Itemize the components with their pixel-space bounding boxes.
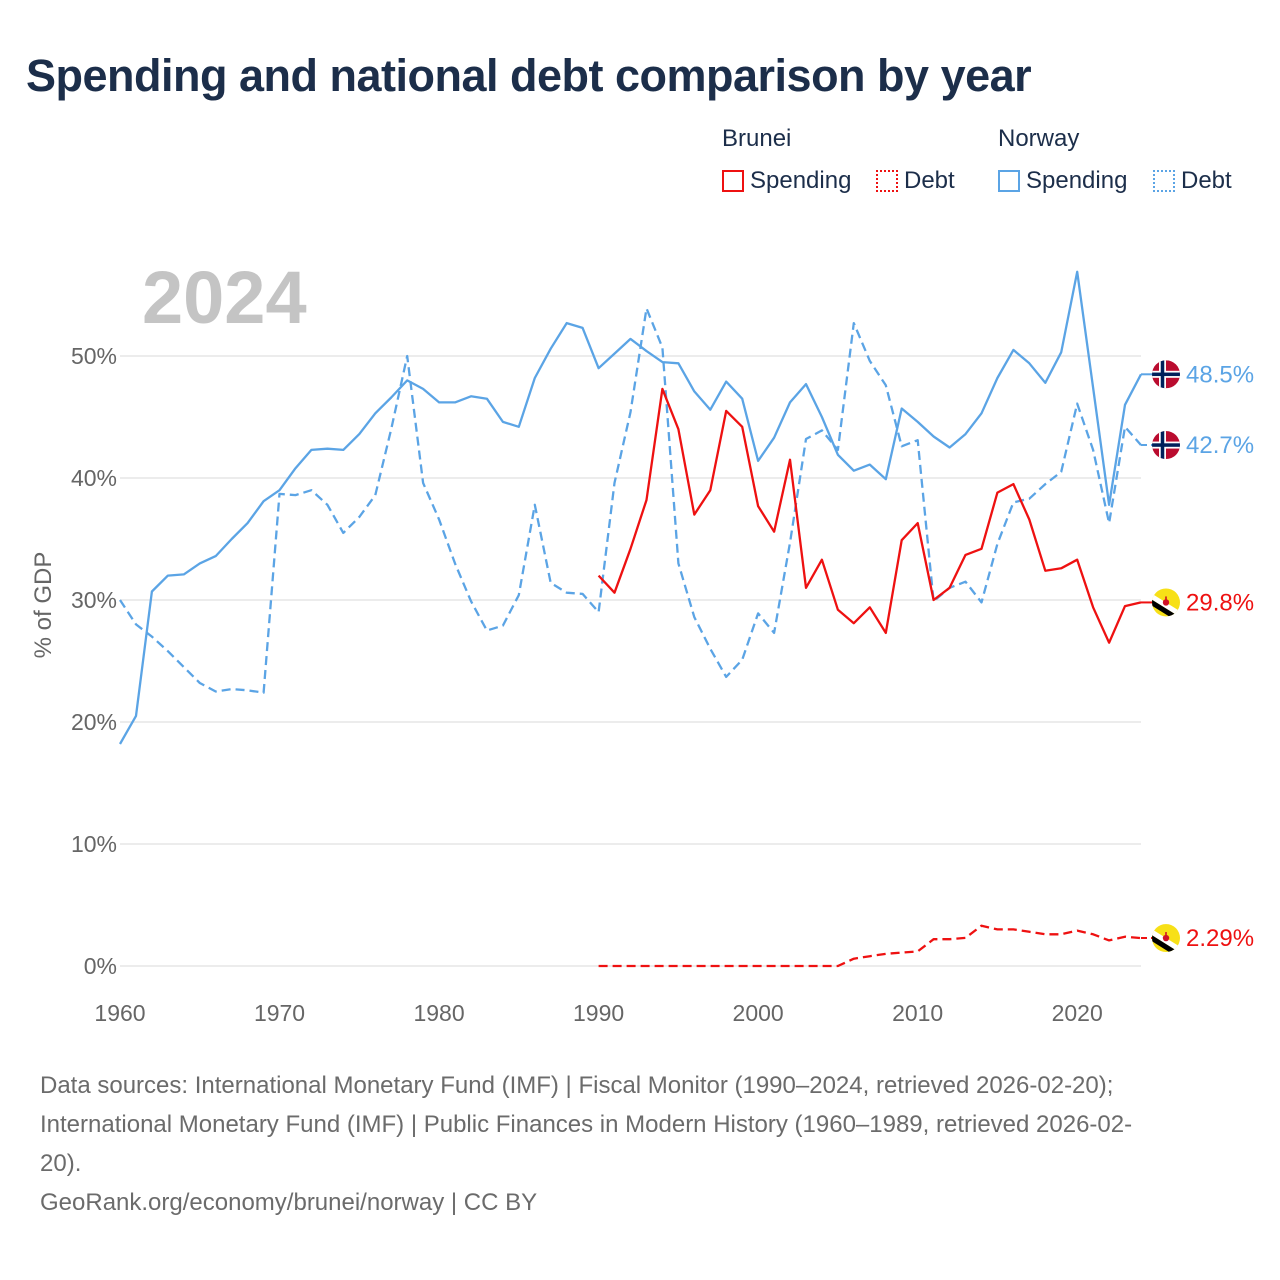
x-tick-label: 1970 — [254, 1000, 305, 1026]
y-tick-label: 0% — [84, 953, 117, 979]
series-lines — [119, 270, 1143, 968]
norway-debt-end-label: 42.7% — [1186, 432, 1254, 459]
norway-flag-icon — [1152, 431, 1180, 459]
legend-label: Debt — [1181, 167, 1232, 194]
y-tick-label: 20% — [71, 709, 117, 735]
footer: Data sources: International Monetary Fun… — [40, 1066, 1240, 1222]
legend-label: Debt — [904, 167, 955, 194]
x-tick-label: 1960 — [94, 1000, 145, 1026]
legend-label: Spending — [750, 167, 852, 194]
y-tick-label: 10% — [71, 831, 117, 857]
legend-label: Spending — [1026, 167, 1128, 194]
brunei-spending-end-label: 29.8% — [1186, 589, 1254, 616]
legend-group-norway: Norway — [998, 125, 1080, 152]
brunei-flag-icon — [1150, 588, 1182, 624]
source-line-2: International Monetary Fund (IMF) | Publ… — [40, 1111, 1133, 1138]
y-tick-label: 40% — [71, 465, 117, 491]
year-watermark: 2024 — [142, 256, 307, 339]
x-tick-label: 2010 — [892, 1000, 943, 1026]
x-tick-label: 1990 — [573, 1000, 624, 1026]
brunei-debt-end-label: 2.29% — [1186, 925, 1254, 952]
norway-spending-end-label: 48.5% — [1186, 361, 1254, 388]
legend-swatch-solid-blue — [998, 170, 1020, 192]
credit-link[interactable]: GeoRank.org/economy/brunei/norway | CC B… — [40, 1189, 538, 1216]
norway-flag-icon — [1152, 360, 1180, 388]
y-axis-ticks: 0% 10% 20% 30% 40% 50% — [71, 343, 117, 979]
chart-title: Spending and national debt comparison by… — [26, 50, 1032, 101]
y-tick-label: 50% — [71, 343, 117, 369]
legend-group-brunei: Brunei — [722, 125, 792, 152]
legend-item-brunei-spending[interactable]: Spending — [722, 166, 851, 196]
source-line-3: 20). — [40, 1150, 82, 1177]
y-axis-label: % of GDP — [30, 552, 57, 659]
legend-swatch-dotted-red — [876, 170, 898, 192]
source-line-1: Data sources: International Monetary Fun… — [40, 1072, 1114, 1099]
legend-swatch-solid-red — [722, 170, 744, 192]
x-tick-label: 1980 — [413, 1000, 464, 1026]
x-axis-ticks: 1960 1970 1980 1990 2000 2010 2020 — [94, 1000, 1102, 1026]
legend-item-norway-debt[interactable]: Debt — [1153, 166, 1232, 196]
norway-debt-line[interactable] — [119, 307, 1142, 694]
y-tick-label: 30% — [71, 587, 117, 613]
end-markers: 48.5% 42.7% 29.8% 2.29% — [1141, 360, 1254, 960]
brunei-flag-icon — [1150, 924, 1182, 960]
brunei-debt-line[interactable] — [598, 924, 1142, 968]
legend-item-norway-spending[interactable]: Spending — [998, 166, 1127, 196]
legend-item-brunei-debt[interactable]: Debt — [876, 166, 955, 196]
brunei-spending-line[interactable] — [597, 387, 1142, 644]
grid-lines — [120, 355, 1141, 967]
line-chart: 2024 % of GDP 0% 10% 20% 30% 40% 50% 1960 1970… — [30, 256, 1254, 1026]
norway-spending-line[interactable] — [119, 270, 1143, 745]
legend-swatch-dotted-blue — [1153, 170, 1175, 192]
x-tick-label: 2020 — [1052, 1000, 1103, 1026]
x-tick-label: 2000 — [733, 1000, 784, 1026]
